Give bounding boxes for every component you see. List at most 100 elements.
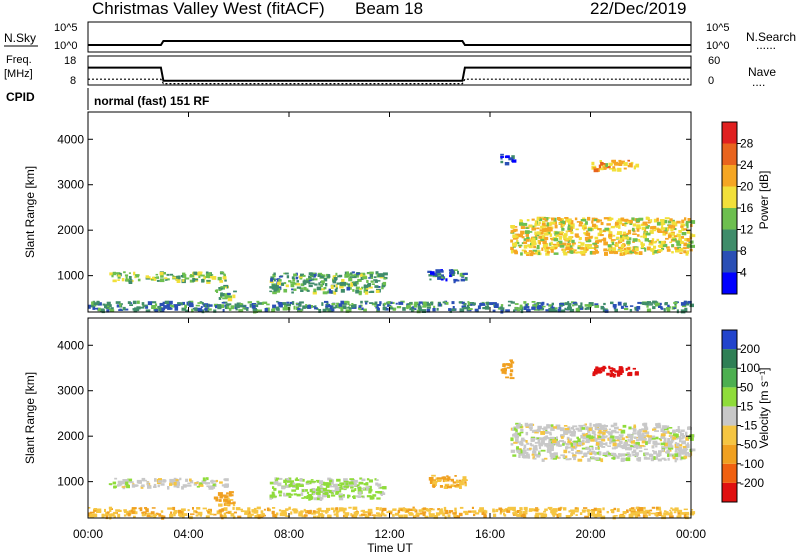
- data-cell: [158, 513, 162, 517]
- data-cell: [136, 306, 141, 310]
- data-cell: [626, 247, 631, 250]
- data-cell: [628, 515, 634, 518]
- data-cell: [674, 246, 678, 250]
- data-cell: [564, 217, 569, 219]
- data-cell: [599, 441, 603, 446]
- data-cell: [636, 508, 641, 513]
- data-cell: [596, 511, 600, 515]
- data-cell: [325, 484, 330, 488]
- data-cell: [342, 511, 346, 514]
- data-cell: [295, 483, 299, 488]
- data-cell: [343, 478, 348, 481]
- data-cell: [630, 509, 635, 512]
- data-cell: [501, 370, 506, 374]
- data-cell: [331, 490, 336, 492]
- data-cell: [308, 275, 312, 280]
- data-cell: [193, 482, 198, 486]
- data-cell: [631, 451, 634, 454]
- data-cell: [602, 428, 608, 433]
- data-cell: [260, 514, 263, 517]
- data-cell: [550, 424, 554, 427]
- data-cell: [376, 307, 380, 311]
- data-cell: [561, 224, 565, 227]
- data-cell: [562, 249, 566, 253]
- data-cell: [526, 442, 530, 445]
- data-cell: [462, 305, 467, 309]
- data-cell: [637, 301, 642, 304]
- data-cell: [690, 220, 696, 224]
- data-cell: [584, 304, 589, 307]
- data-cell: [152, 276, 155, 280]
- data-cell: [298, 275, 303, 279]
- data-cell: [515, 429, 518, 433]
- data-cell: [585, 437, 589, 440]
- data-cell: [133, 484, 139, 487]
- freq-label-2: [MHz]: [4, 68, 33, 80]
- data-cell: [677, 515, 682, 518]
- data-cell: [535, 512, 540, 517]
- data-cell: [531, 218, 535, 221]
- data-cell: [651, 445, 655, 449]
- data-cell: [211, 276, 217, 280]
- data-cell: [225, 483, 229, 487]
- data-cell: [177, 509, 183, 514]
- data-cell: [360, 487, 365, 490]
- data-cell: [322, 491, 325, 494]
- data-cell: [447, 485, 452, 489]
- data-cell: [141, 484, 145, 488]
- data-cell: [560, 242, 563, 246]
- data-cell: [630, 444, 635, 447]
- data-cell: [340, 300, 345, 305]
- data-cell: [658, 249, 663, 252]
- station-title: Christmas Valley West (fitACF): [92, 0, 325, 18]
- data-cell: [559, 427, 565, 432]
- data-cell: [580, 302, 583, 306]
- data-cell: [524, 252, 530, 255]
- data-cell: [320, 488, 323, 492]
- data-cell: [471, 506, 474, 509]
- data-cell: [576, 450, 581, 452]
- data-cell: [510, 361, 515, 364]
- data-cell: [167, 306, 172, 310]
- data-cell: [536, 454, 541, 458]
- data-cell: [274, 477, 278, 481]
- data-cell: [447, 514, 451, 518]
- data-cell: [235, 507, 241, 511]
- data-cell: [140, 485, 144, 489]
- power-data-layer: [88, 153, 696, 314]
- data-cell: [316, 488, 320, 492]
- data-cell: [594, 451, 597, 456]
- data-cell: [660, 442, 666, 446]
- data-cell: [617, 231, 621, 235]
- data-cell: [375, 482, 379, 486]
- data-cell: [559, 304, 564, 307]
- data-cell: [224, 306, 228, 309]
- data-cell: [200, 274, 205, 277]
- data-cell: [400, 508, 403, 512]
- data-cell: [559, 240, 563, 244]
- data-cell: [121, 278, 125, 282]
- data-cell: [549, 233, 553, 237]
- data-cell: [359, 273, 363, 277]
- data-cell: [616, 233, 621, 235]
- data-cell: [561, 218, 564, 221]
- data-cell: [660, 428, 665, 432]
- data-cell: [341, 279, 345, 283]
- data-cell: [652, 306, 656, 310]
- data-cell: [154, 478, 157, 482]
- data-cell: [562, 441, 566, 445]
- data-cell: [217, 305, 222, 310]
- data-cell: [545, 309, 549, 312]
- data-cell: [647, 240, 651, 243]
- data-cell: [533, 309, 539, 311]
- data-cell: [563, 237, 567, 240]
- data-cell: [226, 284, 229, 289]
- data-cell: [425, 508, 429, 512]
- data-cell: [570, 426, 575, 430]
- data-cell: [612, 441, 617, 444]
- data-cell: [622, 235, 625, 240]
- data-cell: [594, 244, 599, 248]
- data-cell: [507, 300, 513, 303]
- data-cell: [298, 511, 302, 514]
- data-cell: [437, 479, 442, 482]
